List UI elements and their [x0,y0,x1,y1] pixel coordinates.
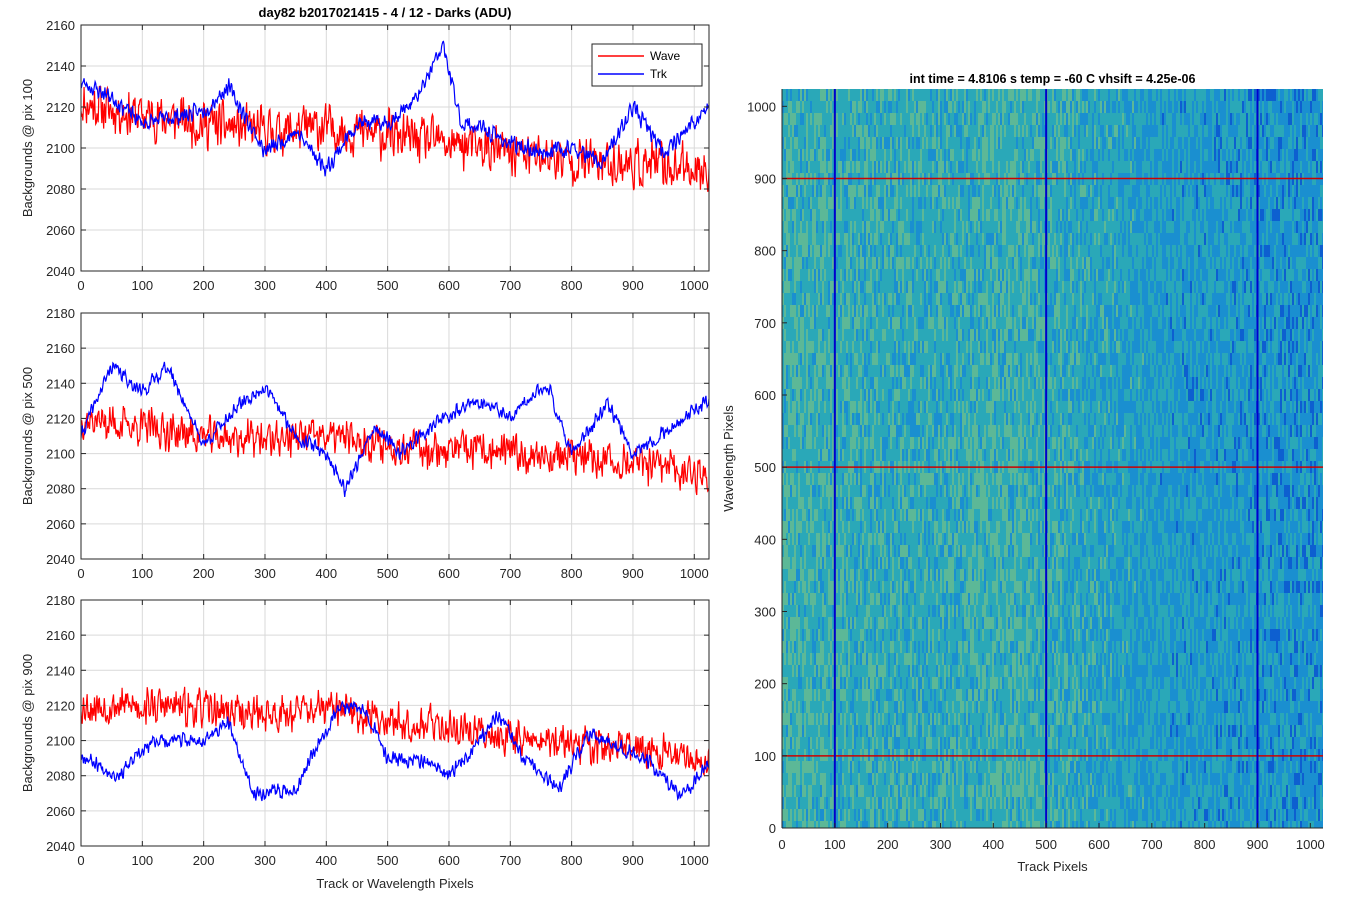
x-tick-label: 900 [622,278,644,293]
y-tick-label: 2080 [46,769,75,784]
legend-entry: Wave [650,49,681,63]
axes-0: 0 100 200 300 400 500 600 700 800 900 1000 2040 2060… [20,5,709,293]
y-tick-label: 2120 [46,698,75,713]
legend: Wave Trk [592,44,702,86]
y-tick-label: 2100 [46,141,75,156]
x-tick-label: 400 [315,853,337,868]
legend-entry: Trk [650,67,668,81]
x-tick-label: 900 [622,853,644,868]
y-tick-label: 2080 [46,182,75,197]
y-tick-label: 2180 [46,306,75,321]
x-tick-label: 1000 [680,853,709,868]
x-tick-label: 900 [622,566,644,581]
x-tick-label: 800 [561,853,583,868]
x-tick-label: 200 [193,278,215,293]
y-tick-label: 2160 [46,18,75,33]
x-tick-label: 800 [561,278,583,293]
y-tick-label: 2100 [46,447,75,462]
y-tick-label: 2080 [46,482,75,497]
y-tick-label: 2180 [46,593,75,608]
y-axis-label: Backgrounds @ pix 100 [20,79,35,217]
chart-title: day82 b2017021415 - 4 / 12 - Darks (ADU) [259,5,512,20]
legend-box [592,44,702,86]
x-axis-label: Track or Wavelength Pixels [316,876,474,891]
axes-1: 0 100 200 300 400 500 600 700 800 900 1000 2040 2060… [20,306,709,581]
x-tick-label: 400 [315,278,337,293]
x-tick-label: 0 [77,566,84,581]
y-axis-label: Backgrounds @ pix 500 [20,367,35,505]
x-tick-label: 300 [254,566,276,581]
x-tick-label: 100 [131,278,153,293]
y-tick-label: 2060 [46,223,75,238]
x-tick-label: 0 [77,853,84,868]
x-tick-label: 700 [499,853,521,868]
x-tick-label: 1000 [680,278,709,293]
y-tick-label: 2040 [46,839,75,854]
x-tick-label: 100 [131,853,153,868]
y-tick-label: 2120 [46,100,75,115]
x-tick-label: 600 [438,278,460,293]
y-tick-label: 2040 [46,552,75,567]
x-tick-label: 400 [315,566,337,581]
y-tick-label: 2060 [46,804,75,819]
y-tick-label: 2160 [46,628,75,643]
y-tick-label: 2140 [46,663,75,678]
y-tick-label: 2040 [46,264,75,279]
axes-2: 0 100 200 300 400 500 600 700 800 900 1000 2040 2060… [20,593,709,891]
y-tick-label: 2100 [46,734,75,749]
x-tick-label: 200 [193,853,215,868]
x-tick-label: 300 [254,853,276,868]
x-tick-label: 600 [438,566,460,581]
x-tick-label: 600 [438,853,460,868]
x-tick-label: 700 [499,566,521,581]
x-tick-label: 500 [377,566,399,581]
y-tick-label: 2160 [46,341,75,356]
x-tick-label: 700 [499,278,521,293]
x-tick-label: 800 [561,566,583,581]
y-axis-label: Backgrounds @ pix 900 [20,654,35,792]
x-tick-label: 1000 [680,566,709,581]
x-tick-label: 500 [377,278,399,293]
x-tick-label: 500 [377,853,399,868]
y-tick-label: 2120 [46,411,75,426]
heatmap-cells [782,89,1324,833]
y-tick-label: 2140 [46,59,75,74]
x-tick-label: 0 [77,278,84,293]
y-tick-label: 2060 [46,517,75,532]
x-tick-label: 100 [131,566,153,581]
x-tick-label: 200 [193,566,215,581]
x-tick-label: 300 [254,278,276,293]
y-tick-label: 2140 [46,376,75,391]
